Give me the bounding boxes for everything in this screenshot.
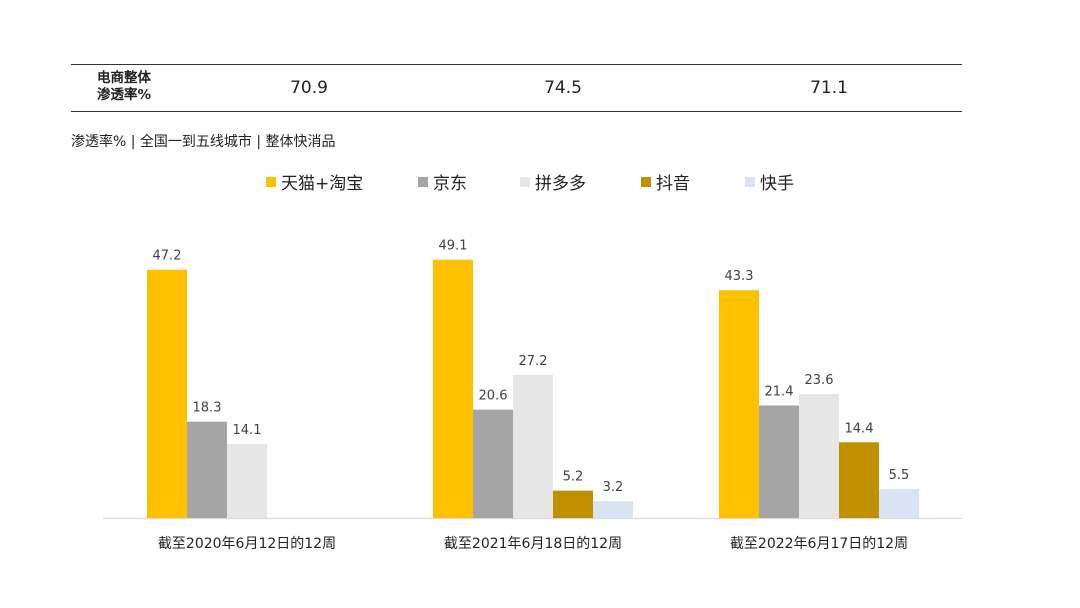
category-label: 截至2020年6月12日的12周 [158,536,336,552]
chart-subtitle: 渗透率% | 全国一到五线城市 | 整体快消品 [71,134,336,150]
bar [433,259,473,518]
bar [879,489,919,518]
data-label: 23.6 [805,373,834,388]
legend-swatch [641,176,651,187]
data-label: 3.2 [603,480,624,495]
data-label: 18.3 [193,401,222,416]
bar [513,374,553,518]
data-label: 5.2 [563,470,584,485]
legend-item: 快手 [745,169,794,194]
data-label: 20.6 [479,389,508,404]
legend-label: 天猫+淘宝 [281,174,364,194]
data-label: 49.1 [439,239,468,254]
legend-swatch [520,176,530,187]
data-label: 27.2 [519,354,548,369]
data-label: 14.4 [845,421,874,436]
legend-swatch [266,176,276,187]
data-label: 5.5 [889,468,910,483]
legend-label: 快手 [760,174,794,194]
chart-legend: 天猫+淘宝 京东 拼多多 抖音 快手 [0,169,1080,194]
penetration-row-label: 电商整体 渗透率% [97,70,177,104]
legend-swatch [418,176,428,187]
legend-item: 京东 [418,169,467,194]
bar [227,443,267,518]
bar [719,290,759,518]
category-label: 截至2022年6月17日的12周 [730,536,908,552]
penetration-label-line1: 电商整体 [97,70,151,86]
bar [187,421,227,518]
data-label: 21.4 [765,384,794,399]
legend-label: 拼多多 [535,174,586,194]
bar [473,409,513,518]
category-label: 截至2021年6月18日的12周 [444,536,622,552]
penetration-value: 70.9 [290,78,328,98]
bar [799,393,839,518]
bar [759,405,799,518]
legend-item: 拼多多 [520,169,586,194]
bar [147,269,187,518]
bar [839,442,879,518]
data-label: 43.3 [725,269,754,284]
legend-item: 抖音 [641,169,690,194]
legend-label: 抖音 [656,174,690,194]
legend-item: 天猫+淘宝 [266,169,363,194]
legend-swatch [745,176,755,187]
data-label: 47.2 [153,249,182,264]
penetration-value: 71.1 [810,78,848,98]
data-label: 14.1 [233,423,262,438]
bar [553,490,593,518]
bar [593,501,633,518]
penetration-table: 电商整体 渗透率% 70.9 74.5 71.1 [71,64,962,112]
legend-label: 京东 [433,174,467,194]
penetration-label-line2: 渗透率% [97,87,152,103]
penetration-value: 74.5 [544,78,582,98]
